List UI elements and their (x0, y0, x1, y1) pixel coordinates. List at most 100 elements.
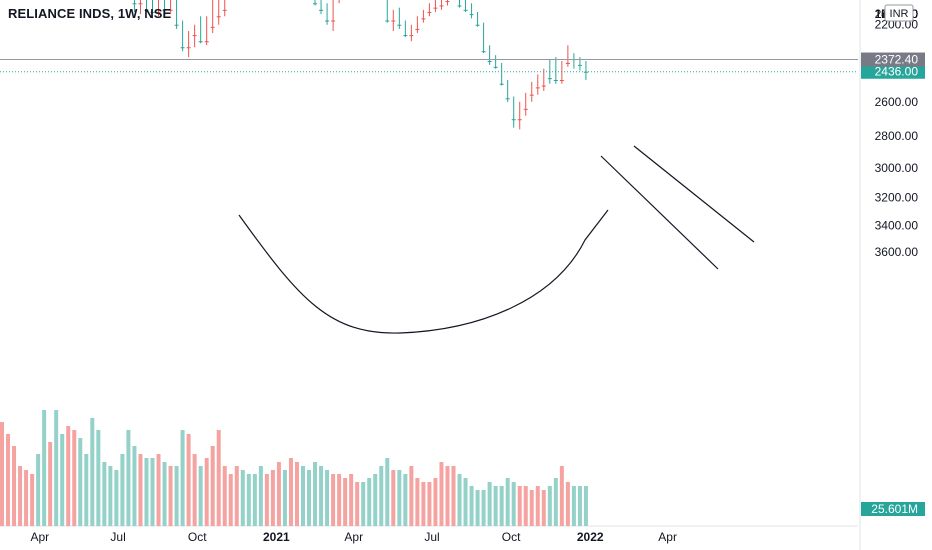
volume-bar (282, 470, 287, 526)
candle-body (162, 9, 167, 11)
candle-body (210, 26, 215, 28)
volume-bar (294, 462, 299, 526)
volume-bar (36, 454, 41, 526)
price-tick-label: 3600.00 (875, 245, 919, 259)
volume-bar (511, 482, 516, 526)
volume-bar (355, 482, 360, 526)
candle-body (204, 41, 209, 43)
volume-bar (222, 466, 227, 526)
volume-bar (325, 470, 330, 526)
volume-bar (433, 478, 438, 526)
volume-bar (427, 482, 432, 526)
volume-bar (204, 458, 209, 526)
volume-bar (228, 474, 233, 526)
volume-bar (252, 474, 257, 526)
volume-bar (583, 486, 588, 526)
volume-bar (361, 482, 366, 526)
volume-bar (126, 430, 131, 526)
volume-bar (276, 462, 281, 526)
time-tick-label: Apr (658, 530, 677, 544)
volume-bar (258, 466, 263, 526)
candle-body (168, 9, 173, 11)
volume-bar (186, 434, 191, 526)
candle-body (192, 35, 197, 37)
candle-body (505, 98, 510, 100)
volume-bar (385, 458, 390, 526)
volume-bar (487, 482, 492, 526)
candle-body (415, 28, 420, 30)
volume-bar (517, 486, 522, 526)
price-tick-label: 3400.00 (875, 219, 919, 233)
volume-bar (547, 486, 552, 526)
candle-body (403, 35, 408, 37)
volume-bar (210, 446, 215, 526)
volume-bar (264, 474, 269, 526)
volume-bar (571, 486, 576, 526)
time-tick-label: Oct (502, 530, 521, 544)
candle-body (529, 94, 534, 96)
volume-bar (192, 454, 197, 526)
candle-body (180, 47, 185, 49)
volume-bar (270, 470, 275, 526)
time-tick-label: Oct (188, 530, 207, 544)
volume-bar (319, 466, 324, 526)
candle-body (553, 80, 558, 82)
volume-bar (457, 474, 462, 526)
volume-bar (469, 486, 474, 526)
volume-bar (379, 466, 384, 526)
volume-bar (144, 458, 149, 526)
volume-bar (102, 462, 107, 526)
volume-bar (156, 454, 161, 526)
volume-bar (72, 430, 77, 526)
volume-bar (108, 466, 113, 526)
volume-bar (481, 490, 486, 526)
volume-bar (42, 410, 47, 526)
candle-body (511, 119, 516, 121)
volume-bar (499, 486, 504, 526)
candle-body (385, 20, 390, 22)
candle-body (499, 83, 504, 85)
candle-body (331, 20, 336, 22)
candle-body (174, 24, 179, 26)
rounding-bottom-arc (238, 209, 609, 334)
candle-body (138, 3, 143, 5)
volume-bar (138, 454, 143, 526)
reference-price-badge-bg (861, 52, 925, 67)
volume-bar (60, 434, 65, 526)
volume-bar (78, 438, 83, 526)
volume-bar (162, 462, 167, 526)
volume-bar (337, 474, 342, 526)
candle-body (132, 3, 137, 5)
candle-body (559, 80, 564, 82)
price-tick-label: 3000.00 (875, 161, 919, 175)
candle-body (222, 9, 227, 11)
volume-bar (445, 466, 450, 526)
volume-bar (577, 486, 582, 526)
symbol-title: RELIANCE INDS, 1W, NSE (8, 6, 172, 21)
volume-bar (18, 466, 23, 526)
volume-bar (114, 470, 119, 526)
volume-bar (30, 474, 35, 526)
reference-price-badge: 2372.40 (875, 53, 919, 67)
volume-bar (313, 462, 318, 526)
candle-body (216, 16, 221, 18)
price-tick-label: 2800.00 (875, 129, 919, 143)
volume-bar (90, 418, 95, 526)
channel-upper-line (633, 145, 755, 243)
volume-bar (397, 470, 402, 526)
volume-bar (541, 490, 546, 526)
candle-body (427, 11, 432, 13)
volume-bar (535, 486, 540, 526)
volume-bar (246, 474, 251, 526)
candle-body (565, 62, 570, 64)
candle-body (150, 11, 155, 13)
volume-bar (565, 482, 570, 526)
candle-body (445, 1, 450, 3)
candle-body (439, 5, 444, 7)
candle-body (325, 20, 330, 22)
currency-badge (884, 4, 914, 22)
volume-bar (174, 466, 179, 526)
candle-body (523, 108, 528, 110)
